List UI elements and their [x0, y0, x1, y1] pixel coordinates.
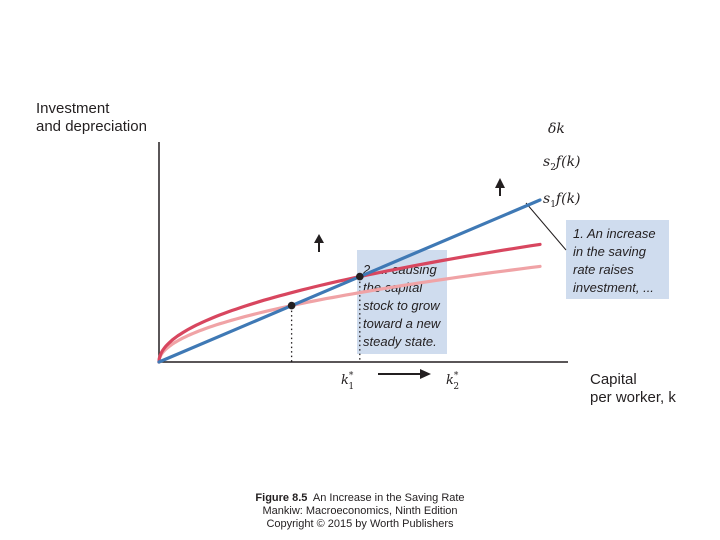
figure-label: Figure 8.5: [255, 492, 308, 504]
annotation-line: rate raises: [573, 262, 634, 277]
caption-copyright: Copyright © 2015 by Worth Publishers: [266, 518, 454, 530]
y-axis-title-line1: Investment: [36, 100, 110, 117]
annotation-box: [566, 220, 669, 299]
annotation-line: steady state.: [363, 334, 437, 349]
figure-caption: Figure 8.5 An Increase in the Saving Rat…: [0, 492, 720, 531]
steady-state-point-k1: [287, 301, 296, 310]
shift-arrow-right: [495, 178, 505, 196]
curve-label-s1: s1f(k): [543, 191, 581, 210]
caption-title-line: Figure 8.5 An Increase in the Saving Rat…: [0, 492, 720, 505]
curve-label-depreciation: δk: [548, 121, 565, 137]
tick-label-k2: k* 2: [446, 371, 459, 392]
x-axis-title-line1: Capital: [590, 371, 637, 388]
annotation-line: stock to grow: [363, 298, 441, 313]
caption-source: Mankiw: Macroeconomics, Ninth Edition: [262, 505, 458, 517]
annotation-causing-growth: 2. ... causing the capital stock to grow…: [357, 250, 447, 354]
depreciation-line: [157, 198, 542, 364]
saving-curve-s2: [157, 242, 542, 364]
x-axis-title: Capital per worker, k: [590, 371, 676, 406]
annotation-saving-increase: 1. An increase in the saving rate raises…: [566, 220, 669, 299]
curve-label-s2: s2f(k): [543, 154, 581, 173]
figure-title: An Increase in the Saving Rate: [312, 492, 465, 504]
annotation-line: 1. An increase: [573, 226, 656, 241]
steady-state-point-k2: [356, 272, 364, 281]
y-axis-title: Investment and depreciation: [36, 100, 147, 135]
x-axis-title-line2: per worker, k: [590, 389, 676, 406]
tick-label-k1: k* 1: [341, 371, 354, 392]
shift-arrow-left: [314, 234, 324, 252]
annotation-line: investment, ...: [573, 280, 654, 295]
annotation-text: 1. An increase in the saving rate raises…: [573, 226, 659, 295]
annotation-line: in the saving: [573, 244, 647, 259]
capital-growth-arrow: [378, 369, 431, 379]
annotation-leader-line: [525, 202, 567, 251]
saving-curve-s1: [157, 264, 542, 364]
annotation-line: toward a new: [363, 316, 442, 331]
y-axis-title-line2: and depreciation: [36, 118, 147, 135]
